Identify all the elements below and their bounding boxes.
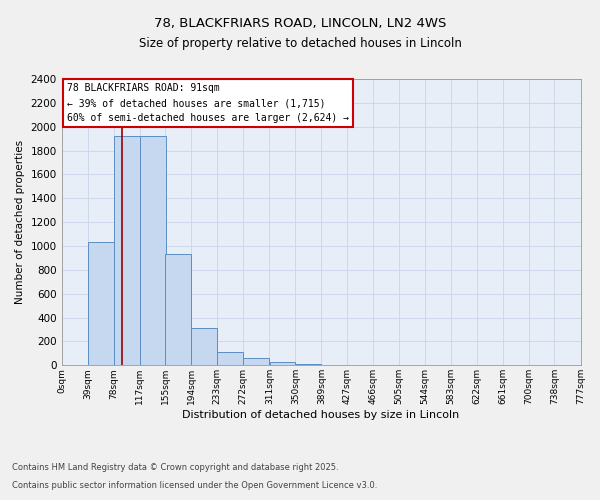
Bar (269, 362, 295, 366)
Text: 78 BLACKFRIARS ROAD: 91sqm
← 39% of detached houses are smaller (1,715)
60% of s: 78 BLACKFRIARS ROAD: 91sqm ← 39% of deta… (67, 84, 349, 123)
Bar (140, 136, 166, 366)
Text: Size of property relative to detached houses in Lincoln: Size of property relative to detached ho… (139, 38, 461, 51)
Bar (166, 254, 191, 366)
Bar (191, 328, 217, 366)
Text: Contains public sector information licensed under the Open Government Licence v3: Contains public sector information licen… (12, 481, 377, 490)
X-axis label: Distribution of detached houses by size in Lincoln: Distribution of detached houses by size … (182, 410, 460, 420)
Bar (244, 358, 269, 366)
Y-axis label: Number of detached properties: Number of detached properties (15, 140, 25, 304)
Text: 78, BLACKFRIARS ROAD, LINCOLN, LN2 4WS: 78, BLACKFRIARS ROAD, LINCOLN, LN2 4WS (154, 18, 446, 30)
Bar (88, 242, 113, 366)
Bar (217, 352, 243, 366)
Bar (114, 136, 140, 366)
Bar (296, 364, 321, 366)
Text: Contains HM Land Registry data © Crown copyright and database right 2025.: Contains HM Land Registry data © Crown c… (12, 464, 338, 472)
